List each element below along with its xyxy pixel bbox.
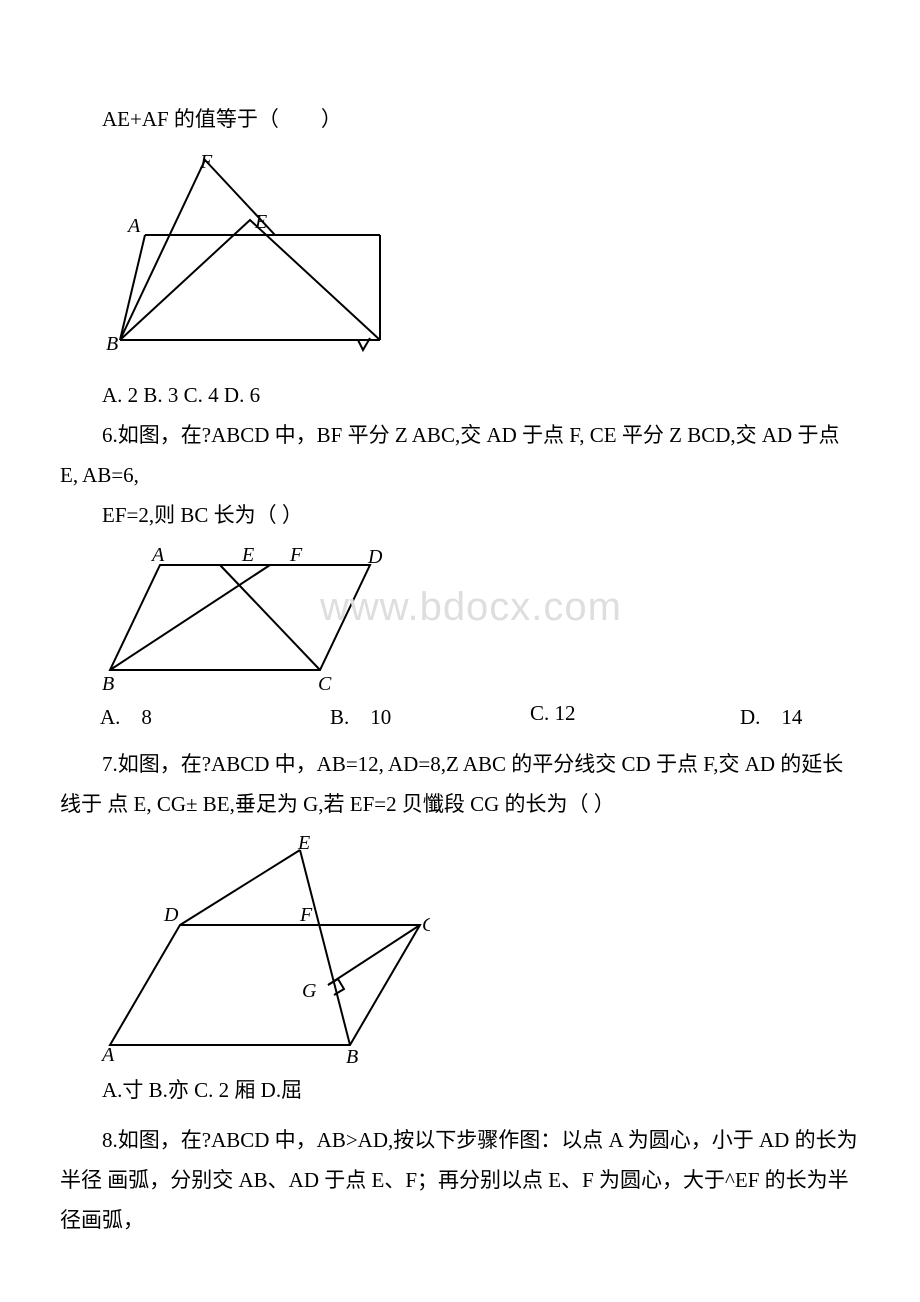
q6-label-F: F	[289, 545, 303, 566]
q5-label-E: E	[254, 211, 267, 233]
q7-label-B: B	[346, 1046, 358, 1065]
q7-label-C: C	[422, 914, 430, 936]
q5-figure: F A E B	[100, 150, 860, 370]
q7-label-A: A	[100, 1044, 115, 1065]
q7-label-F: F	[299, 904, 313, 926]
q5-label-B: B	[106, 333, 118, 355]
q6-option-C: C. 12	[530, 701, 740, 731]
q6-option-D: D. 14	[740, 701, 802, 731]
q6-options: A. 8 B. 10 C. 12 D. 14	[60, 701, 860, 731]
q6-label-B: B	[102, 673, 114, 695]
q7-label-E: E	[297, 835, 310, 854]
q6-stem-2: EF=2,则 BC 长为（ ）	[60, 496, 860, 536]
q5-label-A: A	[126, 215, 141, 237]
q8-stem: 8.如图，在?ABCD 中，AB>AD,按以下步骤作图：以点 A 为圆心，小于 …	[60, 1121, 860, 1241]
q7-figure: E D F C G A B	[100, 835, 860, 1065]
document-page: AE+AF 的值等于（ ） F A	[0, 0, 920, 1301]
q6-label-D: D	[367, 546, 383, 568]
q6-label-E: E	[241, 545, 254, 566]
q5-label-F: F	[199, 151, 213, 173]
q6-option-A: A. 8	[60, 701, 330, 731]
q7-options: A.寸 B.亦 C. 2 厢 D.屈	[60, 1071, 860, 1111]
q6-label-A: A	[150, 545, 165, 566]
q6-option-B: B. 10	[330, 701, 530, 731]
q7-label-G: G	[302, 980, 317, 1002]
q7-label-D: D	[163, 904, 179, 926]
q7-stem: 7.如图，在?ABCD 中，AB=12, AD=8,Z ABC 的平分线交 CD…	[60, 745, 860, 825]
q5-stem: AE+AF 的值等于（ ）	[60, 100, 860, 140]
q5-options: A. 2 B. 3 C. 4 D. 6	[60, 376, 860, 416]
q6-label-C: C	[318, 673, 332, 695]
q6-figure: www.bdocx.com A E F D B C	[100, 545, 860, 695]
q6-stem-1: 6.如图，在?ABCD 中，BF 平分 Z ABC,交 AD 于点 F, CE …	[60, 416, 860, 496]
